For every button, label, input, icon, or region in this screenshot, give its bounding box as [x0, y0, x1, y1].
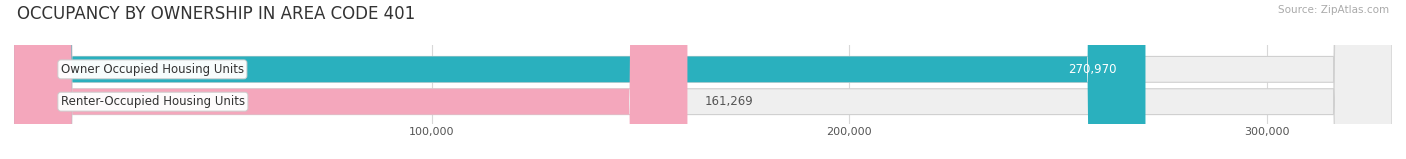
Text: 270,970: 270,970	[1067, 63, 1116, 76]
Text: 161,269: 161,269	[704, 95, 754, 108]
Text: Source: ZipAtlas.com: Source: ZipAtlas.com	[1278, 5, 1389, 15]
FancyBboxPatch shape	[14, 0, 688, 159]
FancyBboxPatch shape	[14, 0, 1392, 159]
Text: Renter-Occupied Housing Units: Renter-Occupied Housing Units	[60, 95, 245, 108]
Text: Owner Occupied Housing Units: Owner Occupied Housing Units	[60, 63, 245, 76]
FancyBboxPatch shape	[14, 0, 1146, 159]
Text: OCCUPANCY BY OWNERSHIP IN AREA CODE 401: OCCUPANCY BY OWNERSHIP IN AREA CODE 401	[17, 5, 415, 23]
FancyBboxPatch shape	[14, 0, 1392, 159]
